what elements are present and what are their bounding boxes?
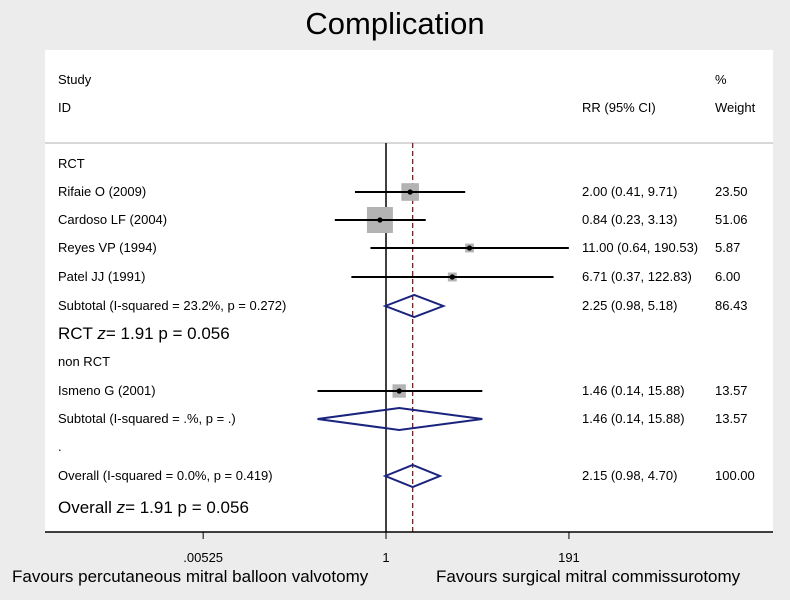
header-rr: RR (95% CI) xyxy=(582,100,656,115)
z-stat-value: = 1.91 p = 0.056 xyxy=(105,324,230,343)
x-tick-label: .00525 xyxy=(183,550,224,565)
overall-row-label: Overall (I-squared = 0.0%, p = 0.419) xyxy=(58,468,273,483)
group-label: non RCT xyxy=(58,354,111,369)
study-weight: 13.57 xyxy=(715,383,748,398)
study-rr-ci: 0.84 (0.23, 3.13) xyxy=(582,212,678,227)
study-rr-ci: 1.46 (0.14, 15.88) xyxy=(582,383,685,398)
subtotal-diamond xyxy=(382,293,447,319)
header-weight: Weight xyxy=(715,100,756,115)
subtotal-diamond xyxy=(317,406,483,432)
z-test-stat: Overall z= 1.91 p = 0.056 xyxy=(58,498,249,518)
study-weight: 6.00 xyxy=(715,269,741,284)
overall-rr-ci: 2.15 (0.98, 4.70) xyxy=(582,468,678,483)
overall-diamond xyxy=(382,463,443,489)
point-estimate xyxy=(466,245,473,251)
z-stat-prefix: Overall xyxy=(58,498,117,517)
header-percent: % xyxy=(715,72,727,87)
point-estimate xyxy=(407,189,413,195)
subtotal-weight: 86.43 xyxy=(715,298,748,313)
chart-title: Complication xyxy=(305,6,485,41)
study-rr-ci: 11.00 (0.64, 190.53) xyxy=(582,240,699,255)
group-label: RCT xyxy=(58,156,85,171)
favours-left-label: Favours percutaneous mitral balloon valv… xyxy=(12,567,369,586)
z-test-stat: RCT z= 1.91 p = 0.056 xyxy=(58,324,230,344)
subtotal-row-label: Subtotal (I-squared = .%, p = .) xyxy=(58,411,236,426)
study-weight: 23.50 xyxy=(715,184,748,199)
overall-weight: 100.00 xyxy=(715,468,755,483)
z-stat-symbol: z xyxy=(97,324,106,343)
point-estimate xyxy=(377,217,383,223)
header-study: Study xyxy=(58,72,92,87)
subtotal-row-label: Subtotal (I-squared = 23.2%, p = 0.272) xyxy=(58,298,287,313)
study-rr-ci: 6.71 (0.37, 122.83) xyxy=(582,269,692,284)
subtotal-weight: 13.57 xyxy=(715,411,748,426)
study-row-label: Patel JJ (1991) xyxy=(58,269,146,284)
z-stat-prefix: RCT xyxy=(58,324,98,343)
study-weight: 51.06 xyxy=(715,212,748,227)
subtotal-rr-ci: 2.25 (0.98, 5.18) xyxy=(582,298,678,313)
study-row-label: Ismeno G (2001) xyxy=(58,383,156,398)
header-id: ID xyxy=(58,100,71,115)
study-row-label: Reyes VP (1994) xyxy=(58,240,157,255)
study-row-label: Rifaie O (2009) xyxy=(58,184,147,199)
study-row-label: Cardoso LF (2004) xyxy=(58,212,168,227)
point-estimate xyxy=(396,388,402,394)
study-weight: 5.87 xyxy=(715,240,741,255)
plot-panel xyxy=(45,50,773,532)
favours-right-label: Favours surgical mitral commissurotomy xyxy=(436,567,741,586)
x-tick-label: 1 xyxy=(382,550,390,565)
x-tick-label: 191 xyxy=(558,550,580,565)
blank-row-label: . xyxy=(58,439,62,454)
z-stat-value: = 1.91 p = 0.056 xyxy=(125,498,249,517)
z-stat-symbol: z xyxy=(116,498,126,517)
subtotal-rr-ci: 1.46 (0.14, 15.88) xyxy=(582,411,685,426)
point-estimate xyxy=(449,274,455,280)
study-rr-ci: 2.00 (0.41, 9.71) xyxy=(582,184,678,199)
